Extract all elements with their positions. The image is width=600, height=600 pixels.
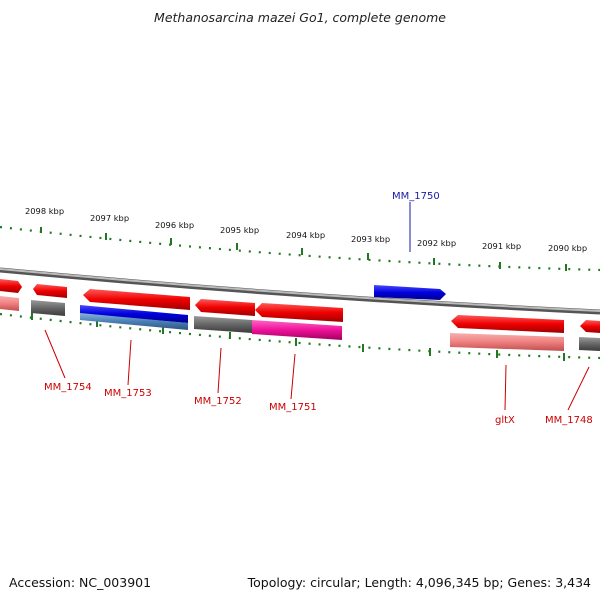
gene-feature-mm1753-steel[interactable] [80,313,188,330]
gene-label-mm1752[interactable]: MM_1752 [194,396,242,407]
tick-label: 2096 kbp [155,220,194,230]
gene-label-mm1750[interactable]: MM_1750 [392,191,440,202]
cds-feature[interactable] [0,279,22,293]
leader-line [44,329,66,379]
leader-line [504,364,507,411]
gene-label-mm1754[interactable]: MM_1754 [44,382,92,393]
gene-labels: MM_1750 MM_1754 MM_1753 MM_1752 MM_1751 … [44,191,593,426]
tick-ring-outer [0,225,600,272]
gene-feature-mm1751[interactable] [252,320,342,340]
gene-label-mm1748[interactable]: MM_1748 [545,415,593,426]
tick-label: 2098 kbp [25,206,64,216]
cds-feature[interactable] [580,320,600,333]
tick-label: 2091 kbp [482,241,521,251]
forward-strand-features [0,279,600,333]
cds-feature[interactable] [83,289,190,310]
tick-labels: 2098 kbp 2097 kbp 2096 kbp 2095 kbp 2094… [25,206,587,253]
gene-feature-gltx[interactable] [450,333,564,351]
gene-feature-mm1748[interactable] [579,337,600,351]
gene-feature[interactable] [0,296,19,311]
tick-ring-inner [0,312,600,360]
map-title: Methanosarcina mazei Go1, complete genom… [154,10,446,25]
tick-label: 2090 kbp [548,243,587,253]
gene-label-gltx[interactable]: gltX [495,415,515,426]
leader-line [567,366,590,411]
cds-feature[interactable] [33,284,67,298]
gene-label-mm1753[interactable]: MM_1753 [104,388,152,399]
leader-line [217,347,222,394]
accession-text: Accession: NC_003901 [9,575,152,590]
cds-feature[interactable] [195,299,255,316]
genome-summary-text: Topology: circular; Length: 4,096,345 bp… [247,575,591,590]
genome-backbone-highlight [0,268,600,312]
leader-line [127,339,132,386]
gene-features [0,296,600,351]
cds-feature-mm1750[interactable] [374,285,446,300]
leader-line [290,353,296,400]
gene-feature-mm1753[interactable] [80,305,188,323]
gene-label-mm1751[interactable]: MM_1751 [269,402,317,413]
cds-feature[interactable] [255,303,343,322]
label-leaders [44,202,590,411]
gene-feature[interactable] [31,300,65,316]
tick-label: 2092 kbp [417,238,456,248]
cds-feature[interactable] [451,315,564,333]
gene-feature-mm1752[interactable] [194,316,252,333]
major-ticks-outer [40,227,567,271]
tick-label: 2094 kbp [286,230,325,240]
tick-label: 2095 kbp [220,225,259,235]
tick-label: 2097 kbp [90,213,129,223]
tick-label: 2093 kbp [351,234,390,244]
